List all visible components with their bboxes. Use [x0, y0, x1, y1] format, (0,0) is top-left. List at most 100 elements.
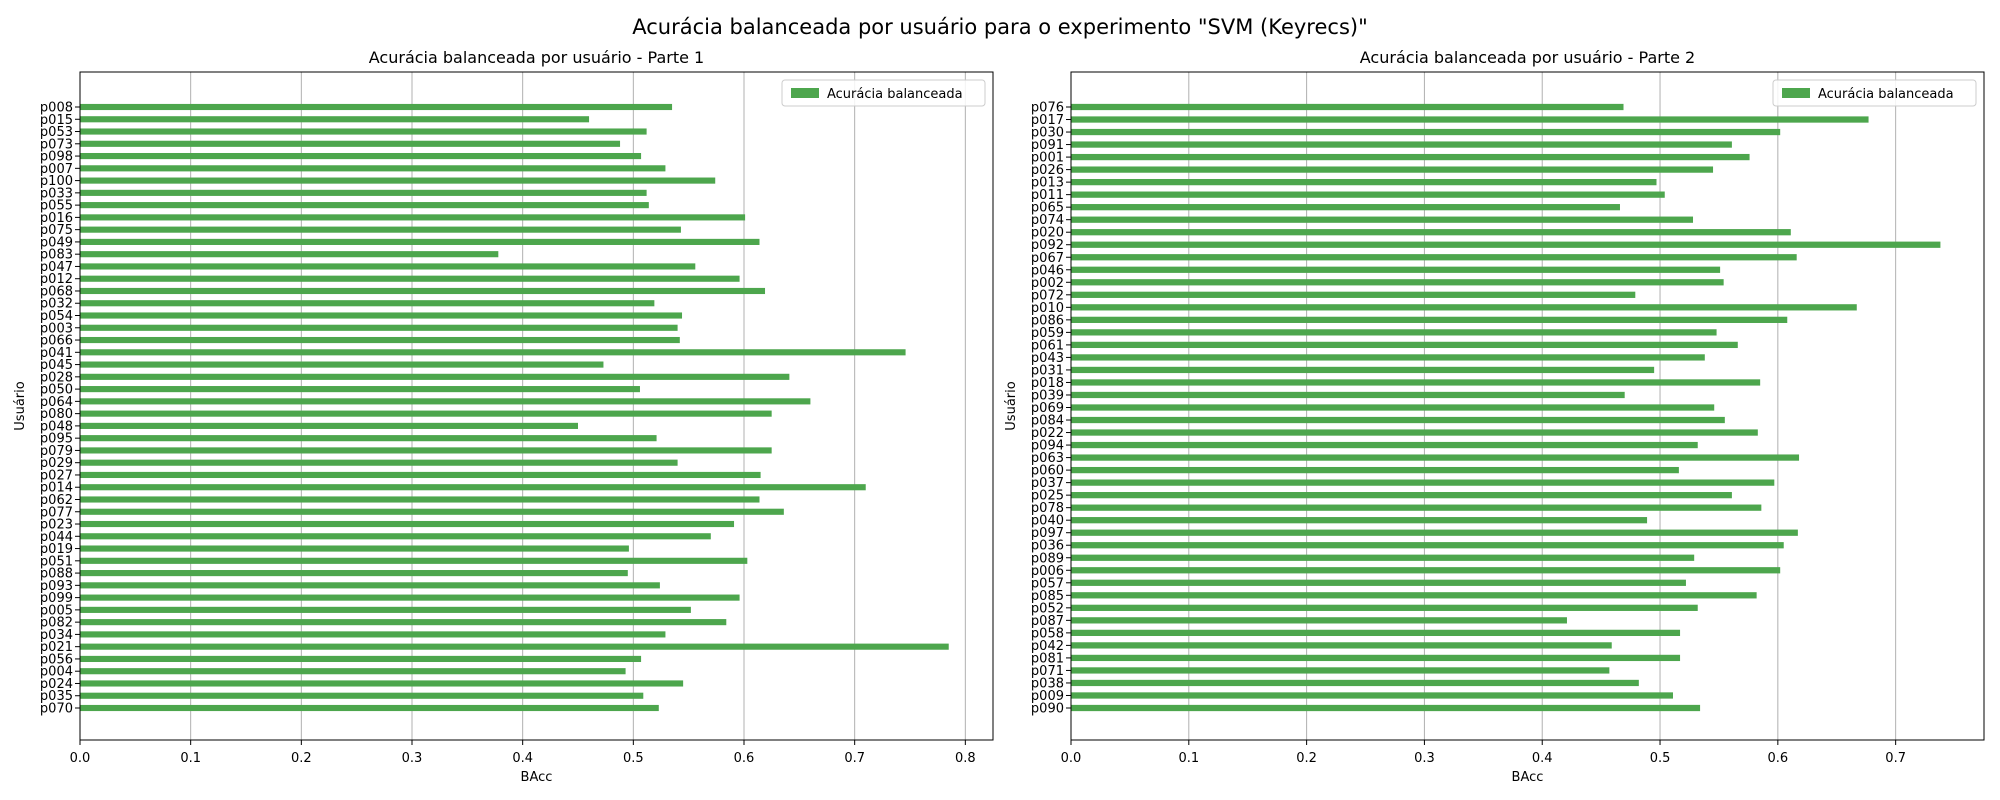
bar-p095	[80, 435, 657, 442]
bar-p057	[1071, 579, 1686, 586]
bar-p079	[80, 447, 772, 454]
bar-p056	[80, 655, 642, 663]
bar-p027	[80, 471, 761, 479]
bar-p089	[1071, 554, 1695, 561]
bar-p044	[80, 533, 711, 540]
y-tick-label: p097	[1031, 526, 1064, 541]
x-tick-label: 0.7	[844, 751, 865, 766]
y-tick-label: p003	[40, 321, 73, 336]
x-tick-label: 0.5	[1650, 751, 1671, 766]
bar-p060	[1071, 466, 1679, 474]
bar-p074	[1071, 216, 1694, 223]
y-tick-label: p071	[1031, 664, 1064, 679]
y-tick-label: p033	[40, 186, 73, 201]
y-tick-label: p075	[40, 223, 73, 238]
bar-p025	[1071, 492, 1732, 499]
y-tick-label: p038	[1031, 676, 1064, 691]
y-tick-label: p072	[1031, 288, 1064, 303]
y-tick-label: p020	[1031, 226, 1064, 241]
bar-p084	[1071, 416, 1725, 424]
x-tick-label: 0.4	[1532, 751, 1553, 766]
bar-p030	[1071, 128, 1781, 136]
bar-p029	[80, 459, 678, 466]
bar-p059	[1071, 329, 1717, 336]
y-tick-label: p031	[1031, 363, 1064, 378]
y-tick-label: p034	[40, 628, 73, 643]
x-tick-label: 0.4	[512, 751, 533, 766]
y-tick-label: p039	[1031, 388, 1064, 403]
y-tick-label: p048	[40, 419, 73, 434]
y-tick-label: p016	[40, 211, 73, 226]
bar-p020	[1071, 229, 1791, 236]
bar-p047	[80, 263, 696, 270]
chart-part-1: p008p015p053p073p098p007p100p033p055p016…	[13, 48, 994, 785]
y-tick-label: p065	[1031, 201, 1064, 216]
bar-p054	[80, 312, 683, 319]
bar-p063	[1071, 454, 1800, 461]
bar-p046	[1071, 266, 1721, 273]
bar-p026	[1071, 166, 1714, 173]
bar-p075	[80, 226, 681, 233]
bar-p010	[1071, 304, 1857, 311]
y-tick-label: p086	[1031, 313, 1064, 328]
y-tick-label: p068	[40, 284, 73, 299]
y-tick-label: p057	[1031, 576, 1064, 591]
y-tick-label: p037	[1031, 476, 1064, 491]
bar-p092	[1071, 241, 1941, 248]
y-tick-label: p061	[1031, 338, 1064, 353]
y-tick-label: p028	[40, 370, 73, 385]
bar-p013	[1071, 178, 1657, 186]
y-tick-label: p090	[1031, 702, 1064, 717]
x-tick-label: 0.1	[1178, 751, 1199, 766]
bar-p086	[1071, 316, 1788, 323]
chart-title: Acurácia balanceada por usuário - Parte …	[1360, 48, 1695, 67]
bar-p041	[80, 349, 906, 356]
y-tick-label: p010	[1031, 301, 1064, 316]
bar-p035	[80, 692, 644, 699]
axes-frame	[1070, 71, 1985, 741]
x-tick-label: 0.6	[734, 751, 755, 766]
bar-p073	[80, 140, 621, 147]
y-tick-label: p091	[1031, 138, 1064, 153]
y-tick-label: p099	[40, 591, 73, 606]
y-tick-label: p077	[40, 505, 73, 520]
bar-p012	[80, 275, 740, 282]
legend-box	[781, 79, 986, 107]
y-tick-label: p024	[40, 677, 73, 692]
legend-swatch	[1782, 88, 1810, 98]
bar-p022	[1071, 429, 1758, 436]
bar-p058	[1071, 629, 1681, 637]
y-tick-label: p004	[40, 665, 73, 680]
bar-p036	[1071, 542, 1784, 549]
y-tick-label: p053	[40, 125, 73, 140]
bar-p003	[80, 324, 678, 331]
y-tick-label: p022	[1031, 426, 1064, 441]
y-tick-label: p044	[40, 530, 73, 545]
x-tick-label: 0.5	[623, 751, 644, 766]
y-tick-label: p098	[40, 150, 73, 165]
y-tick-label: p017	[1031, 113, 1064, 128]
bar-p080	[80, 410, 772, 417]
y-tick-label: p060	[1031, 464, 1064, 479]
legend-label: Acurácia balanceada	[827, 87, 963, 102]
legend-label: Acurácia balanceada	[1818, 87, 1954, 102]
bar-p001	[1071, 153, 1750, 161]
x-tick-label: 0.0	[1061, 751, 1082, 766]
bar-p021	[80, 643, 949, 650]
y-tick-label: p046	[1031, 263, 1064, 278]
y-tick-label: p074	[1031, 213, 1064, 228]
y-tick-label: p047	[40, 260, 73, 275]
x-tick-label: 0.1	[180, 751, 201, 766]
bar-p071	[1071, 667, 1610, 674]
y-tick-label: p059	[1031, 326, 1064, 341]
y-tick-label: p025	[1031, 489, 1064, 504]
bar-p068	[80, 287, 766, 295]
y-tick-label: p043	[1031, 351, 1064, 366]
chart-part-2: p076p017p030p091p001p026p013p011p065p074…	[1004, 48, 1985, 785]
y-tick-label: p095	[40, 432, 73, 447]
y-tick-label: p018	[1031, 376, 1064, 391]
y-tick-label: p026	[1031, 163, 1064, 178]
y-tick-label: p051	[40, 554, 73, 569]
y-tick-label: p064	[40, 395, 73, 410]
